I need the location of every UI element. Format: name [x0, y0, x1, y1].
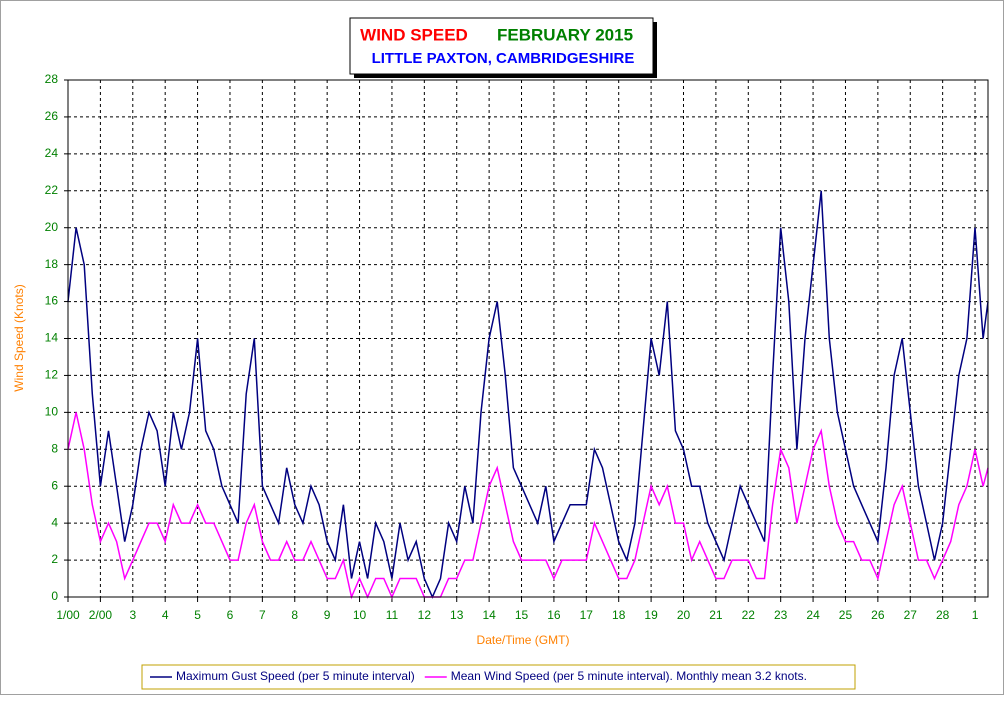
- x-tick-label: 25: [839, 608, 853, 622]
- chart-location: LITTLE PAXTON, CAMBRIDGESHIRE: [372, 50, 635, 67]
- x-tick-label: 15: [515, 608, 529, 622]
- title-box: [349, 17, 654, 75]
- x-tick-label: 21: [709, 608, 723, 622]
- y-tick-label: 10: [45, 405, 59, 419]
- y-tick-label: 4: [51, 515, 58, 529]
- chart-title: WIND SPEED: [360, 25, 468, 44]
- y-tick-label: 24: [45, 146, 59, 160]
- y-axis-label: Wind Speed (Knots): [12, 284, 26, 391]
- chart-subtitle: FEBRUARY 2015: [497, 25, 633, 44]
- y-tick-label: 20: [45, 220, 59, 234]
- x-tick-label: 19: [644, 608, 658, 622]
- x-tick-label: 28: [936, 608, 950, 622]
- y-tick-label: 2: [51, 552, 58, 566]
- x-tick-label: 10: [353, 608, 367, 622]
- y-tick-label: 8: [51, 441, 58, 455]
- y-tick-label: 14: [45, 331, 59, 345]
- y-tick-label: 28: [45, 72, 59, 86]
- x-tick-label: 18: [612, 608, 626, 622]
- x-tick-label: 7: [259, 608, 266, 622]
- x-tick-label: 11: [386, 608, 399, 622]
- x-tick-label: 12: [418, 608, 432, 622]
- legend-label: Mean Wind Speed (per 5 minute interval).…: [451, 669, 807, 683]
- x-tick-label: 9: [324, 608, 331, 622]
- plot-border: [67, 79, 989, 598]
- x-tick-label: 14: [482, 608, 496, 622]
- y-tick-label: 18: [45, 257, 59, 271]
- y-tick-label: 0: [51, 589, 58, 603]
- x-tick-label: 24: [806, 608, 820, 622]
- y-tick-label: 22: [45, 183, 59, 197]
- x-tick-label: 2/00: [89, 608, 113, 622]
- x-tick-label: 16: [547, 608, 561, 622]
- x-tick-label: 3: [129, 608, 136, 622]
- x-axis-label: Date/Time (GMT): [477, 633, 570, 647]
- x-tick-label: 23: [774, 608, 788, 622]
- x-tick-label: 17: [580, 608, 594, 622]
- y-tick-label: 16: [45, 294, 59, 308]
- x-tick-label: 20: [677, 608, 691, 622]
- series-line: [67, 412, 989, 600]
- x-tick-label: 1: [972, 608, 979, 622]
- x-tick-label: 22: [742, 608, 756, 622]
- y-tick-label: 26: [45, 109, 59, 123]
- x-tick-label: 27: [904, 608, 918, 622]
- x-tick-label: 8: [291, 608, 298, 622]
- x-tick-label: 6: [227, 608, 234, 622]
- y-tick-label: 12: [45, 368, 59, 382]
- legend-label: Maximum Gust Speed (per 5 minute interva…: [176, 669, 415, 683]
- x-tick-label: 26: [871, 608, 885, 622]
- legend-box: [141, 664, 856, 690]
- series-line: [67, 190, 989, 599]
- x-tick-label: 13: [450, 608, 464, 622]
- x-tick-label: 1/00: [56, 608, 80, 622]
- x-tick-label: 4: [162, 608, 169, 622]
- x-tick-label: 5: [194, 608, 201, 622]
- y-tick-label: 6: [51, 478, 58, 492]
